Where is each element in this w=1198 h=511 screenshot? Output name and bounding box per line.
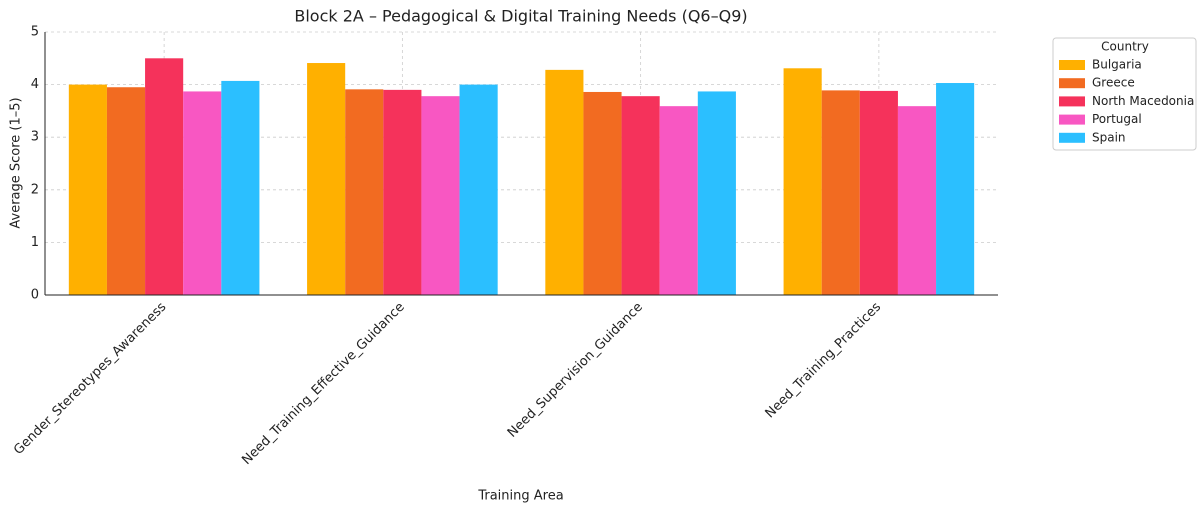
bar	[383, 89, 422, 295]
x-axis-label: Training Area	[477, 489, 563, 504]
legend-swatch	[1059, 78, 1085, 89]
bar	[421, 96, 460, 295]
legend-label: Spain	[1092, 130, 1126, 144]
bar	[106, 87, 146, 295]
y-tick-label: 1	[31, 235, 39, 250]
x-tick-label: Gender_Stereotypes_Awareness	[11, 300, 169, 458]
legend-box	[1052, 37, 1197, 151]
legend-swatch	[1059, 132, 1085, 143]
legend-label: Bulgaria	[1092, 58, 1142, 72]
legend-label: Greece	[1092, 76, 1135, 90]
bar	[859, 90, 898, 295]
bar	[621, 96, 660, 295]
y-axis-label: Average Score (1–5)	[9, 97, 24, 228]
legend-swatch	[1059, 96, 1085, 107]
y-tick-label: 0	[31, 288, 39, 303]
y-tick-label: 5	[31, 25, 39, 40]
y-tick-label: 4	[31, 77, 39, 92]
bar	[897, 106, 937, 295]
legend-swatch	[1059, 60, 1085, 70]
bar	[697, 91, 736, 295]
y-tick-label: 3	[31, 130, 39, 145]
bar	[936, 83, 975, 295]
bar	[545, 69, 584, 295]
bar	[583, 91, 622, 296]
x-tick-label: Need_Training_Effective_Guidance	[239, 300, 407, 468]
legend-title: Country	[1101, 40, 1149, 54]
bar	[659, 106, 698, 295]
legend-label: Portugal	[1092, 112, 1142, 126]
bar	[145, 58, 184, 295]
bar	[68, 84, 107, 295]
legend-label: North Macedonia	[1092, 94, 1194, 108]
bar	[307, 63, 346, 296]
bar	[345, 89, 384, 295]
bar	[183, 91, 222, 295]
x-tick-label: Need_Training_Practices	[763, 300, 885, 422]
bar	[821, 90, 860, 295]
bar	[221, 80, 260, 295]
legend-swatch	[1059, 114, 1085, 125]
bar	[783, 68, 822, 295]
y-tick-label: 2	[31, 182, 39, 197]
bar	[459, 84, 498, 295]
x-tick-label: Need_Supervision_Guidance	[505, 300, 646, 441]
chart-title: Block 2A – Pedagogical & Digital Trainin…	[294, 7, 747, 26]
